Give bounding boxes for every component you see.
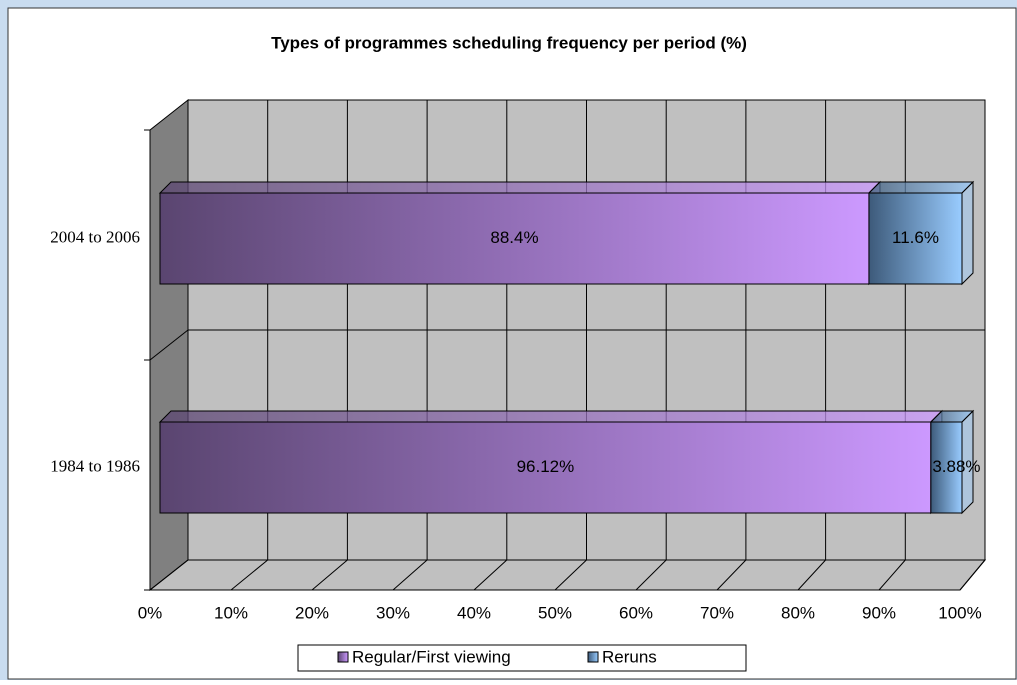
x-tick-label: 80% <box>781 603 815 622</box>
x-tick-label: 30% <box>376 603 410 622</box>
legend-label: Regular/First viewing <box>352 647 511 666</box>
x-tick-label: 20% <box>295 603 329 622</box>
floor-grid-line <box>311 559 348 591</box>
bar-top <box>158 181 882 194</box>
legend-box <box>297 644 747 672</box>
x-tick-label: 50% <box>538 603 572 622</box>
floor-grid-line <box>230 559 269 591</box>
floor-grid-line <box>716 559 747 591</box>
bar <box>159 421 932 514</box>
x-tick-label: 0% <box>138 603 163 622</box>
value-label: 3.88% <box>932 457 980 476</box>
bar <box>159 192 870 285</box>
bar-top <box>867 181 975 194</box>
x-tick-label: 40% <box>457 603 491 622</box>
value-label: 88.4% <box>490 228 538 247</box>
bar-top <box>158 410 944 423</box>
x-tick-label: 70% <box>700 603 734 622</box>
floor-grid-line <box>959 559 986 591</box>
floor-grid-line <box>392 559 428 591</box>
x-tick-label: 90% <box>862 603 896 622</box>
y-tick-label: 1984 to 1986 <box>50 456 140 475</box>
category-divider <box>149 329 189 361</box>
floor-grid-line <box>635 559 667 591</box>
value-label: 11.6% <box>892 228 939 247</box>
bar-side <box>961 409 974 515</box>
legend-swatch <box>337 651 349 663</box>
floor-grid-line <box>878 559 906 591</box>
floor-grid-line <box>554 559 587 591</box>
y-tick-label: 2004 to 2006 <box>50 227 140 246</box>
floor-grid-line <box>149 559 189 591</box>
legend: Regular/First viewing Reruns <box>297 644 747 672</box>
legend-swatch <box>587 651 599 663</box>
floor-grid-line <box>797 559 826 591</box>
bar-side <box>961 180 974 286</box>
x-tick-label: 10% <box>214 603 248 622</box>
x-tick-label: 100% <box>938 603 981 622</box>
bar <box>868 192 963 285</box>
floor-grid-line <box>473 559 508 591</box>
value-label: 96.12% <box>517 457 575 476</box>
chart-title: Types of programmes scheduling frequency… <box>271 33 747 52</box>
floor <box>148 559 987 591</box>
bar <box>930 421 963 514</box>
legend-label: Reruns <box>602 647 657 666</box>
x-tick-label: 60% <box>619 603 653 622</box>
